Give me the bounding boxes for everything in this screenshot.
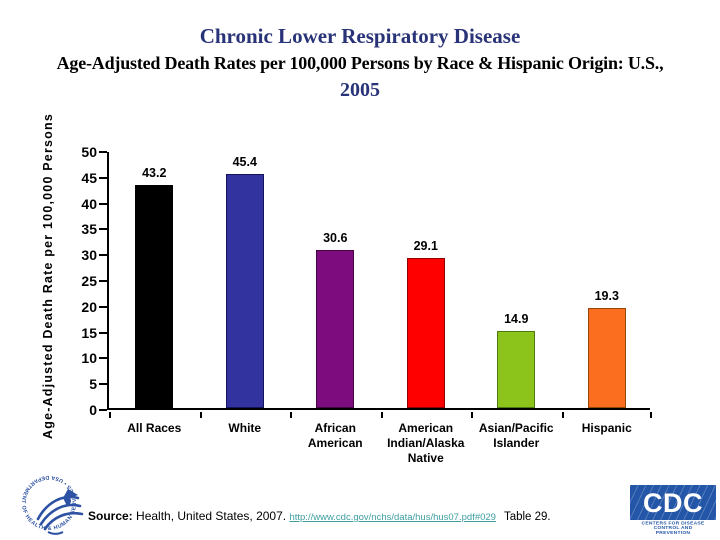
bar-american-indian-alaska-native (406, 257, 445, 408)
x-axis-category-label: Asian/Pacific Islander (471, 421, 562, 451)
y-axis-tick-label: 50 (81, 144, 97, 160)
bar-hispanic (587, 308, 626, 408)
y-axis-tick-mark (99, 305, 107, 308)
bar-value-label: 43.2 (142, 166, 167, 181)
bar-white (225, 173, 264, 408)
y-axis-tick-mark (99, 383, 107, 386)
x-axis-category-label: Hispanic (562, 421, 653, 436)
y-axis-tick-label: 15 (81, 324, 97, 341)
y-axis-tick-mark (99, 254, 107, 257)
cdc-caption-line2: CONTROL AND PREVENTION (653, 525, 693, 536)
x-axis-category-label: All Races (109, 421, 200, 436)
x-axis-category-label-line: Native (407, 451, 444, 465)
bar-all-races (135, 185, 174, 408)
source-text: Health, United States, 2007. (132, 509, 290, 523)
x-axis-category-label: American Indian/Alaska Native (381, 421, 472, 466)
bar-value-label: 30.6 (323, 231, 348, 246)
bar-value-label: 14.9 (504, 312, 529, 327)
y-axis-tick-mark (99, 151, 107, 153)
bar-asian-pacific-islander (497, 331, 536, 408)
bar-value-label: 19.3 (594, 289, 619, 304)
source-citation: Source: Health, United States, 2007. htt… (88, 509, 551, 523)
y-axis-title: Age-Adjusted Death Rate per 100,000 Pers… (41, 112, 55, 439)
y-axis-tick-mark (99, 176, 107, 179)
x-axis-category-label: African American (290, 421, 381, 451)
x-axis-category-label-line: White (228, 421, 262, 435)
x-axis-tick-mark (471, 412, 473, 418)
bar-value-label: 29.1 (413, 238, 438, 253)
y-axis-tick-mark (99, 228, 107, 231)
y-axis-tick-mark (99, 331, 107, 334)
hhs-eagle-head (63, 489, 78, 506)
x-axis-category-label-line: Hispanic (581, 421, 632, 435)
x-axis-category-label-line: All Races (127, 421, 182, 435)
x-axis-tick-mark (380, 412, 383, 418)
bar-chart-plot-area: 0 5 10 15 20 25 30 35 40 45 50 43.2 All Races 45.4 Whi… (81, 144, 652, 465)
x-axis-category-label-line: American (307, 436, 363, 450)
cdc-caption: CENTERS FOR DISEASE CONTROL AND PREVENTI… (638, 521, 709, 536)
x-axis-tick-mark (109, 412, 111, 418)
x-axis-category-label-line: American (398, 421, 454, 435)
cdc-caption-line1: CENTERS FOR DISEASE (641, 521, 705, 526)
y-axis-tick-mark (99, 409, 107, 411)
x-axis-category-label: White (200, 421, 291, 436)
chart-title-line2: Age-Adjusted Death Rates per 100,000 Per… (56, 53, 664, 73)
source-link[interactable]: http://www.cdc.gov/nchs/data/hus/hus07.p… (289, 512, 496, 523)
bar-value-label: 45.4 (232, 154, 257, 169)
y-axis-tick-label: 5 (89, 376, 97, 393)
y-axis-tick-label: 20 (81, 298, 97, 315)
x-axis-tick-mark (561, 412, 564, 418)
y-axis-tick-label: 40 (81, 195, 97, 212)
y-axis-tick-label: 25 (81, 273, 97, 289)
x-axis-category-label-line: African (314, 421, 356, 435)
source-label: Source: (88, 509, 133, 523)
chart-title-line1: Chronic Lower Respiratory Disease (199, 24, 521, 48)
x-axis-category-label-line: Indian/Alaska (387, 436, 465, 450)
cdc-logo-box: CDC (630, 485, 716, 520)
y-axis-tick-label: 35 (81, 221, 97, 238)
table-reference: Table 29. (503, 511, 551, 523)
chart-title-line3: 2005 (340, 79, 380, 101)
x-axis-tick-mark (199, 412, 202, 418)
cdc-logo: CDC CENTERS FOR DISEASE CONTROL AND PREV… (630, 485, 716, 536)
bar-african-american (316, 250, 355, 408)
y-axis-tick-label: 45 (81, 169, 97, 186)
x-axis-tick-mark (650, 412, 652, 418)
y-axis-tick-label: 10 (81, 350, 97, 367)
x-axis-category-label-line: Asian/Pacific (478, 421, 554, 435)
y-axis-tick-label: 0 (89, 402, 97, 418)
hhs-eagle-tail (47, 531, 64, 535)
y-axis-tick-mark (99, 357, 107, 360)
hhs-eagle-icon (36, 495, 84, 531)
y-axis-tick-label: 30 (81, 247, 97, 264)
cdc-acronym: CDC (643, 487, 703, 518)
y-axis-tick-mark (99, 202, 107, 205)
y-axis-tick-mark (99, 280, 107, 282)
x-axis-tick-mark (290, 412, 292, 418)
x-axis-category-label-line: Islander (493, 436, 540, 450)
chart-title: Chronic Lower Respiratory Disease Age-Ad… (0, 22, 720, 103)
hhs-department-logo: DEPARTMENT OF HEALTH & HUMAN SERVICES • … (20, 474, 84, 535)
